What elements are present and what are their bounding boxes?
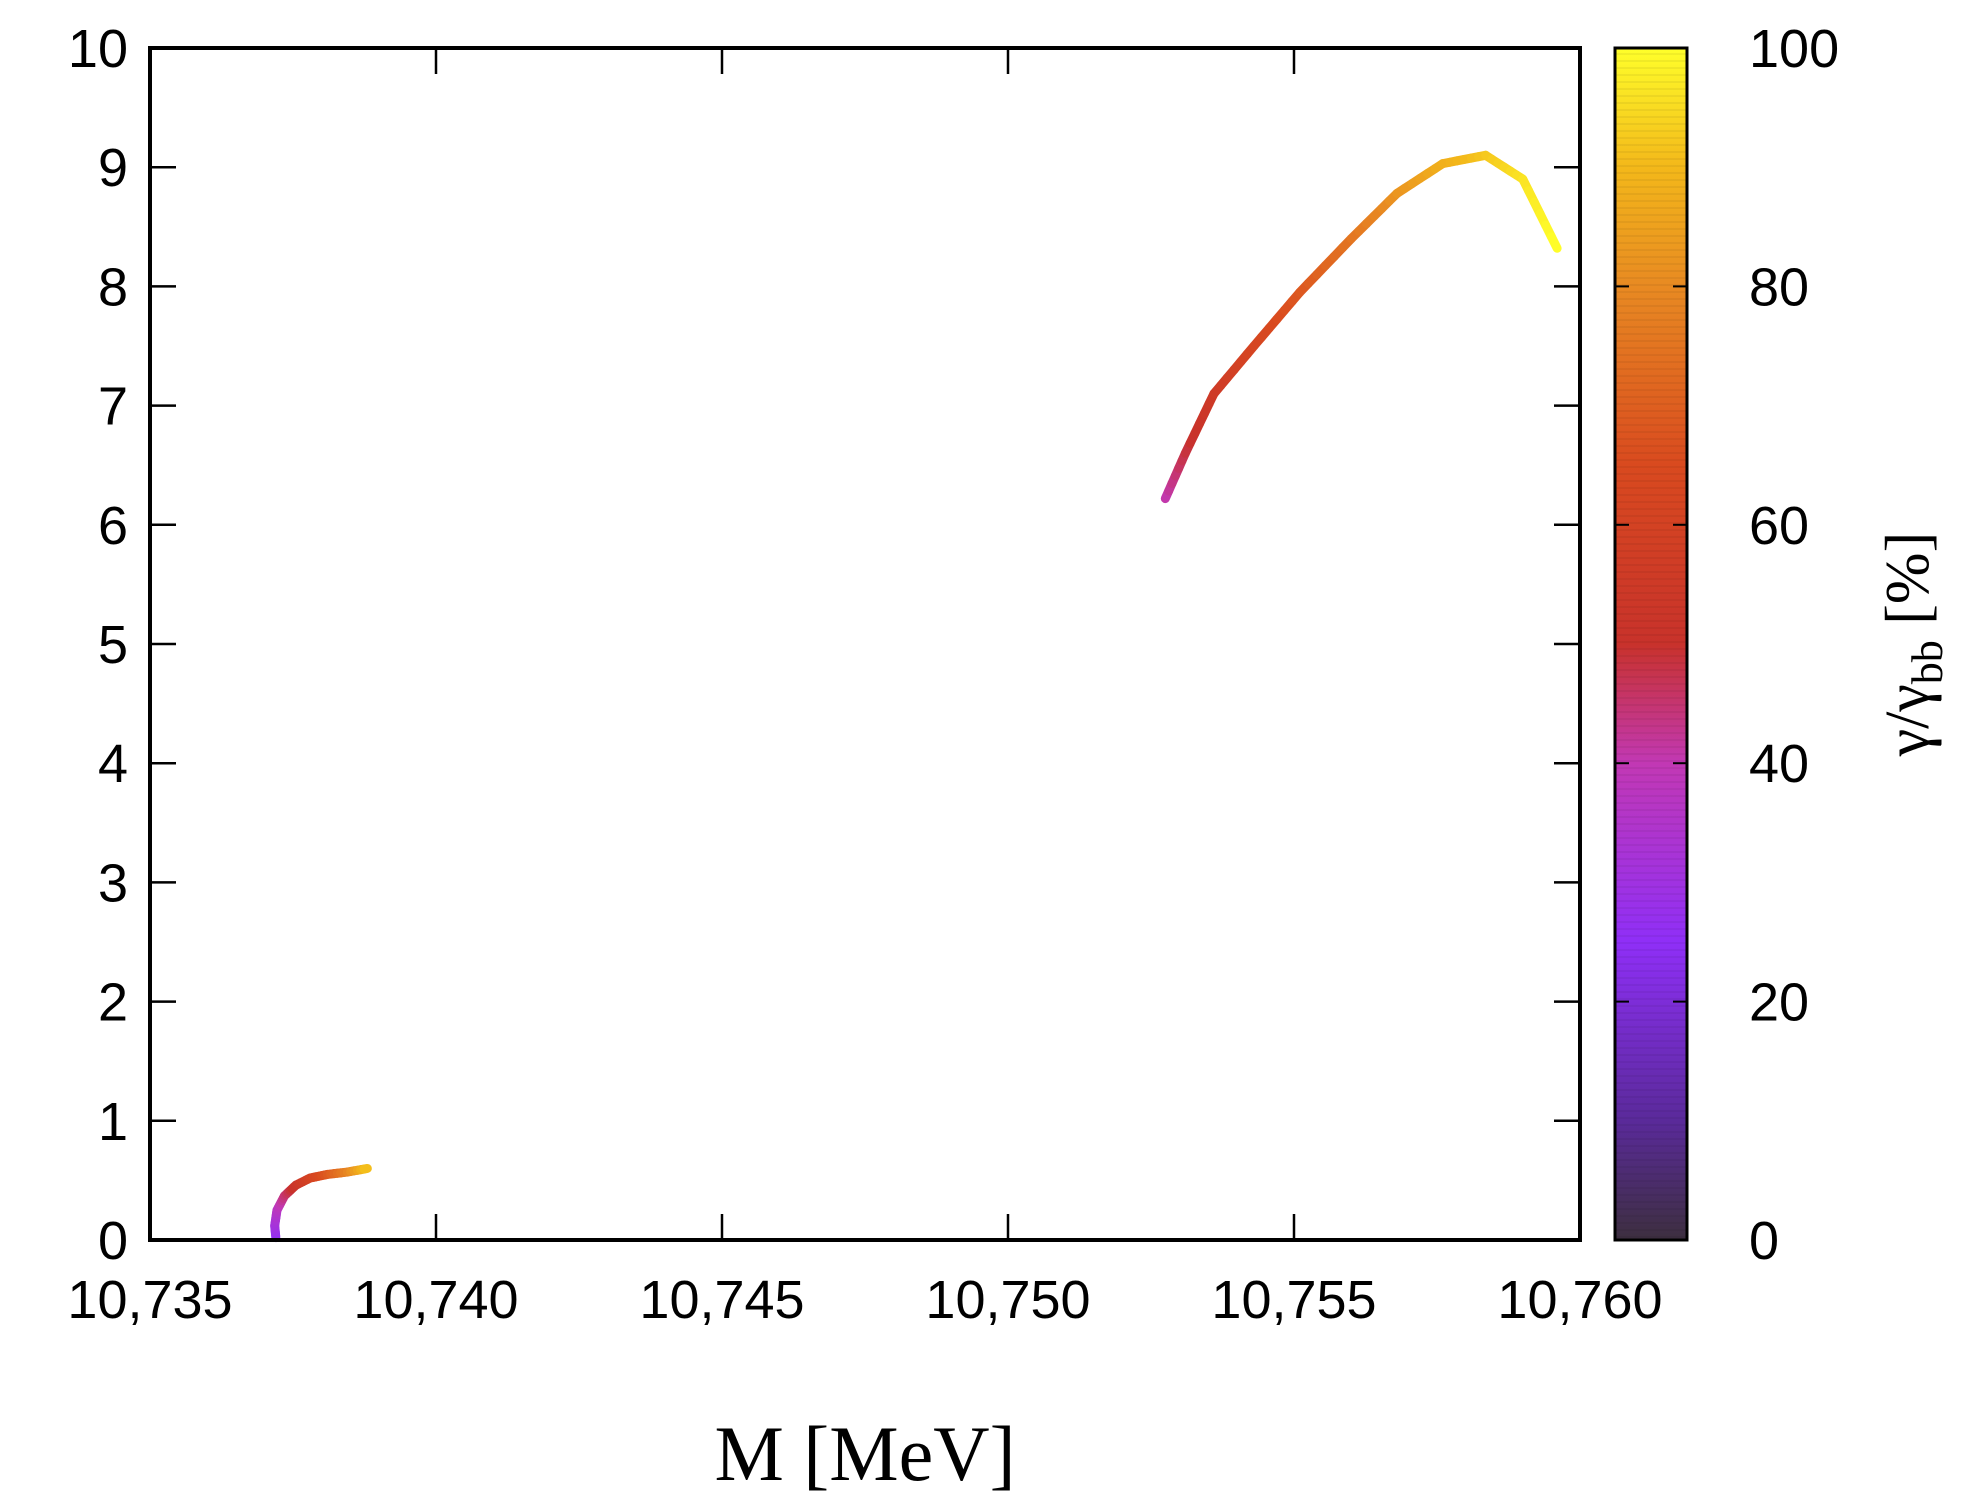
colorbar-title-main: γ/γ [1874, 684, 1942, 757]
x-tick-label: 10,735 [67, 1270, 232, 1330]
series-line-segment [1546, 232, 1562, 253]
x-axis-ticks: 10,735 10,740 10,745 10,750 10,755 10,760 [67, 48, 1663, 1330]
x-tick-label: 10,750 [925, 1270, 1090, 1330]
plot-series [270, 150, 1562, 1243]
series-line-segment [359, 1163, 372, 1174]
y-tick-label: 9 [98, 138, 128, 198]
y-tick-label: 5 [98, 615, 128, 675]
colorbar-title-unit: [%] [1874, 532, 1942, 640]
y-axis-ticks: 0 1 2 3 4 5 6 7 8 9 10 [68, 19, 1580, 1271]
series-2 [1160, 150, 1562, 504]
colorbar-tick-label: 80 [1749, 257, 1809, 317]
y-tick-label: 4 [98, 734, 128, 794]
x-tick-label: 10,755 [1211, 1270, 1376, 1330]
y-tick-label: 8 [98, 257, 128, 317]
y-tick-label: 1 [98, 1092, 128, 1152]
colorbar-title: γ/γbb [%] [1874, 532, 1952, 757]
colorbar-ticks: 0 20 40 60 80 100 [1615, 19, 1839, 1271]
x-tick-label: 10,760 [1497, 1270, 1662, 1330]
y-tick-label: 3 [98, 853, 128, 913]
x-tick-label: 10,740 [353, 1270, 518, 1330]
x-tick-label: 10,745 [639, 1270, 804, 1330]
plot-frame [148, 46, 1582, 1242]
colorbar-tick-label: 20 [1749, 973, 1809, 1033]
colorbar-tick-label: 0 [1749, 1211, 1779, 1271]
colorbar-title-subscript: bb [1903, 640, 1952, 684]
colorbar-tick-label: 40 [1749, 734, 1809, 794]
y-tick-label: 2 [98, 973, 128, 1033]
colorbar-tick-label: 60 [1749, 496, 1809, 556]
y-tick-label: 6 [98, 496, 128, 556]
series-1 [270, 1163, 372, 1243]
x-axis-title: M [MeV] [714, 1410, 1015, 1497]
colorbar-tick-label: 100 [1749, 19, 1839, 79]
y-tick-label: 7 [98, 377, 128, 437]
y-tick-label: 10 [68, 19, 128, 79]
colorbar-frame [1613, 46, 1689, 1242]
y-tick-label: 0 [98, 1211, 128, 1271]
colorbar [1615, 48, 1687, 1240]
colorbar-stripes [1615, 53, 1687, 1238]
